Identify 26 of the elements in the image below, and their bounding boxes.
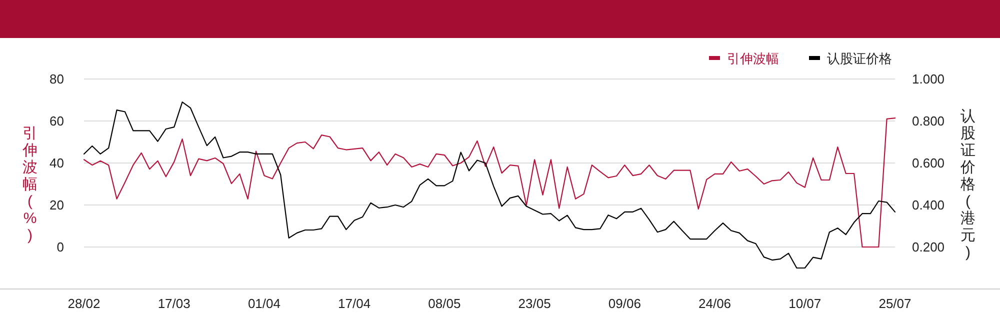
y2-tick-label: 0.600 <box>912 156 945 170</box>
y2-tick-label: 1.000 <box>912 72 945 86</box>
x-tick-label: 23/05 <box>518 296 551 311</box>
y-tick-label: 60 <box>50 114 64 128</box>
x-tick-label: 28/02 <box>68 296 100 311</box>
y-axis-title: 引伸波幅(%) <box>22 125 38 244</box>
x-tick-label: 24/06 <box>698 296 732 311</box>
x-tick-label: 08/05 <box>428 296 461 311</box>
y2-tick-label: 0.400 <box>912 198 945 212</box>
x-tick-label: 01/04 <box>248 296 280 311</box>
line-series <box>83 102 896 269</box>
text: 认股证价格(港元) <box>960 108 976 261</box>
y-tick-label: 20 <box>50 198 64 212</box>
line-series <box>83 118 896 248</box>
y-tick-label: 40 <box>50 156 64 170</box>
y-tick-label: 0 <box>56 240 64 254</box>
x-tick-label: 09/06 <box>608 296 641 311</box>
y2-tick-label: 0.200 <box>912 240 945 254</box>
legend-label: 认股证价格 <box>827 51 892 66</box>
legend-label: 引伸波幅 <box>727 51 779 66</box>
y-tick-label: 80 <box>50 72 64 86</box>
x-tick-label: 17/04 <box>338 296 371 311</box>
y2-tick-label: 0.800 <box>912 114 945 128</box>
x-tick-label: 25/07 <box>878 296 912 311</box>
x-tick-label: 10/07 <box>788 296 822 311</box>
x-tick-label: 17/03 <box>158 296 190 311</box>
